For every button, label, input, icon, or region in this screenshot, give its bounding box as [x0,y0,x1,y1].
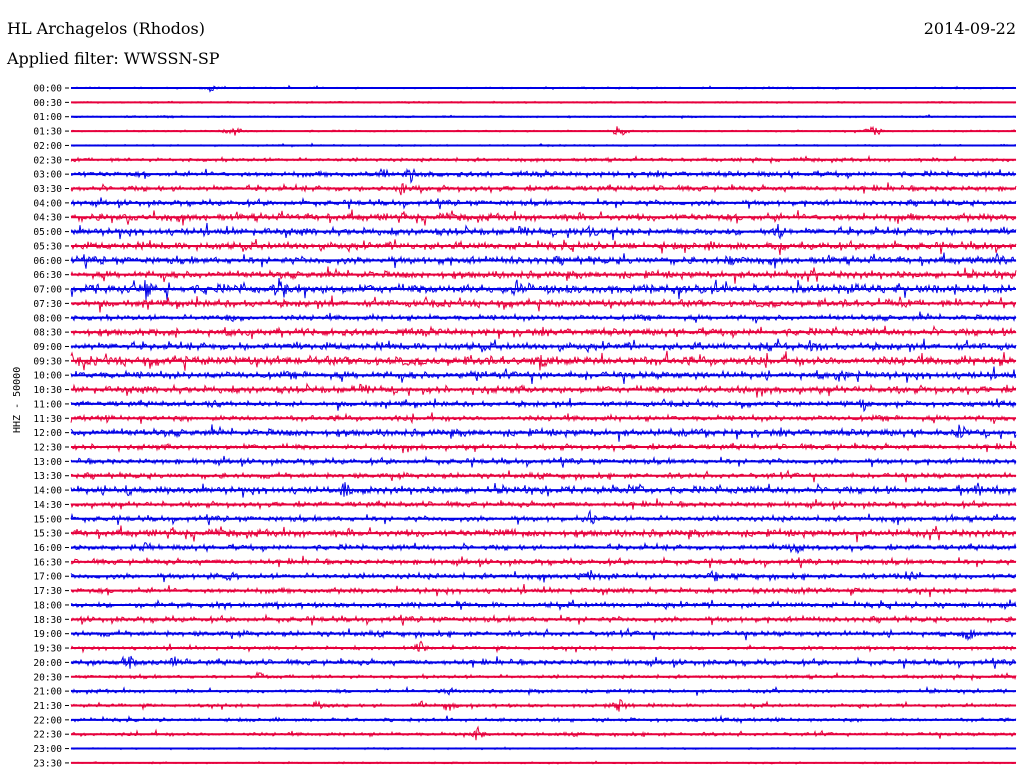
time-tick-label: 10:30 [33,385,62,396]
time-tick-label: 04:30 [33,213,62,224]
time-tick-label: 18:30 [33,615,62,626]
time-tick-label: 12:30 [33,443,62,454]
time-tick-label: 21:00 [33,687,62,698]
trace-1030 [70,382,1017,398]
time-tick-label: 03:00 [33,170,62,181]
time-tick-label: 14:00 [33,486,62,497]
time-tick-label: 23:30 [33,758,62,769]
time-tick-label: 18:00 [33,600,62,611]
time-tick-label: 04:00 [33,198,62,209]
time-tick-label: 00:30 [33,98,62,109]
time-tick-label: 07:30 [33,299,62,310]
time-tick-label: 15:00 [33,514,62,525]
time-tick-label: 09:30 [33,356,62,367]
time-tick-label: 12:00 [33,428,62,439]
time-tick-label: 19:30 [33,644,62,655]
time-tick-label: 16:00 [33,543,62,554]
time-tick-label: 22:30 [33,730,62,741]
time-tick-label: 03:30 [33,184,62,195]
time-tick-label: 17:00 [33,572,62,583]
station-title: HL Archagelos (Rhodos) [7,19,205,38]
trace-0900 [70,338,1017,354]
time-tick-label: 11:30 [33,414,62,425]
time-tick-label: 17:30 [33,586,62,597]
trace-0700 [70,277,1016,301]
time-tick-label: 02:00 [33,141,62,152]
filter-label: Applied filter: WWSSN-SP [7,49,220,68]
trace-1930 [70,640,1017,654]
time-tick-label: 20:00 [33,658,62,669]
time-tick-label: 11:00 [33,399,62,410]
time-tick-label: 16:30 [33,557,62,568]
time-tick-label: 08:30 [33,328,62,339]
time-tick-label: 06:00 [33,256,62,267]
time-tick-label: 22:00 [33,715,62,726]
time-tick-label: 20:30 [33,672,62,683]
time-tick-label: 14:30 [33,500,62,511]
time-tick-label: 02:30 [33,155,62,166]
time-tick-label: 10:00 [33,371,62,382]
time-tick-label: 00:00 [33,84,62,95]
trace-0530 [70,239,1017,256]
time-tick-label: 01:30 [33,127,62,138]
trace-0300 [70,167,1017,184]
time-tick-label: 21:30 [33,701,62,712]
time-tick-label: 19:00 [33,629,62,640]
time-tick-label: 08:00 [33,313,62,324]
time-tick-label: 13:00 [33,457,62,468]
time-tick-label: 05:30 [33,241,62,252]
time-tick-label: 05:00 [33,227,62,238]
time-tick-label: 15:30 [33,529,62,540]
time-tick-label: 01:00 [33,112,62,123]
time-tick-label: 23:00 [33,744,62,755]
record-date: 2014-09-22 [923,19,1016,38]
trace-0830 [70,324,1017,340]
time-tick-label: 13:30 [33,471,62,482]
trace-1730 [70,584,1017,598]
time-tick-label: 09:00 [33,342,62,353]
time-tick-label: 07:00 [33,285,62,296]
time-tick-label: 06:30 [33,270,62,281]
